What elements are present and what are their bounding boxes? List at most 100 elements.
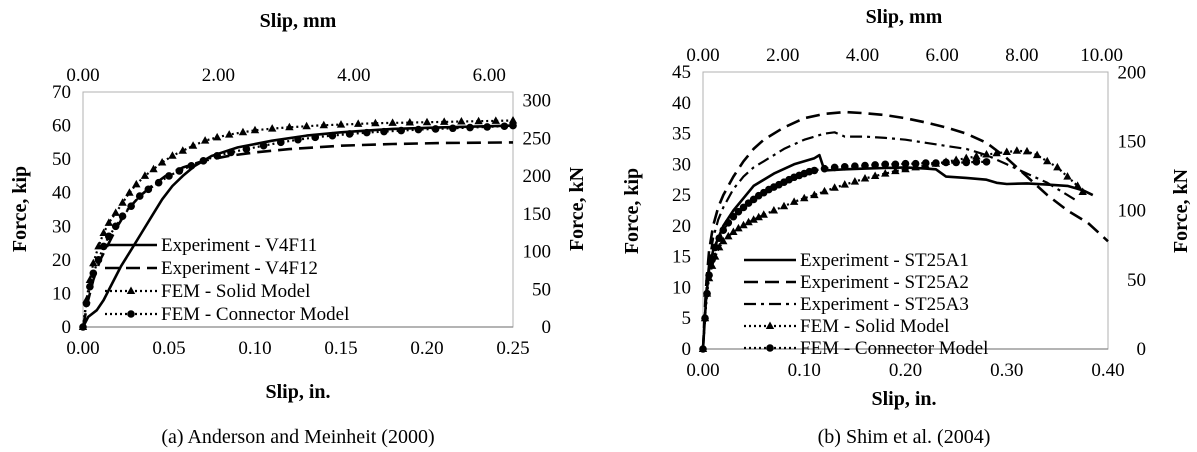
chart-a-top-axis-label: Slip, mm (260, 10, 337, 32)
circle-marker (509, 121, 517, 130)
series-fem-connector-model (79, 121, 517, 331)
triangle-marker (440, 117, 449, 125)
chart-b-y2-tick-labels: 0 50 100 150 200 (1118, 62, 1147, 360)
y-tick-label: 30 (672, 154, 691, 175)
chart-a-x-tick-labels: 0.00 0.05 0.10 0.15 0.20 0.25 (66, 338, 529, 359)
circle-marker (719, 226, 728, 234)
legend-marker (766, 344, 774, 352)
y-tick-label: 10 (52, 283, 71, 304)
y2-tick-label: 250 (523, 128, 552, 149)
triangle-marker (901, 164, 910, 173)
triangle-marker (800, 193, 809, 202)
x2-tick-label: 6.00 (926, 45, 959, 66)
y-tick-label: 0 (682, 339, 692, 360)
triangle-marker (719, 236, 728, 245)
circle-marker (127, 202, 135, 210)
triangle-marker (992, 148, 1001, 157)
chart-b-y-tick-labels: 0 5 10 15 20 25 30 35 40 45 (672, 62, 691, 360)
circle-marker (851, 162, 859, 170)
x-tick-label: 0.10 (788, 360, 821, 381)
x-tick-label: 0.40 (1091, 360, 1124, 381)
triangle-marker (734, 223, 743, 232)
legend-label: Experiment - V4F12 (161, 258, 318, 279)
triangle-marker (850, 177, 860, 185)
y-tick-label: 0 (62, 317, 72, 338)
legend-label: Experiment - V4F11 (161, 235, 317, 256)
chart-b-x2-tick-labels: 0.00 2.00 4.00 6.00 8.00 10.00 (686, 45, 1123, 66)
triangle-marker (302, 121, 311, 130)
triangle-marker (178, 146, 187, 154)
chart-b-x-tick-labels: 0.00 0.10 0.20 0.30 0.40 (686, 360, 1124, 381)
y-tick-label: 25 (672, 185, 691, 206)
circle-marker (810, 166, 819, 175)
triangle-marker (238, 127, 248, 136)
triangle-marker (962, 153, 971, 162)
circle-marker (144, 185, 153, 194)
triangle-marker (1053, 162, 1062, 171)
triangle-marker (457, 117, 466, 125)
triangle-marker (972, 151, 981, 160)
circle-marker (227, 148, 235, 157)
y2-tick-label: 0 (1137, 339, 1147, 360)
chart-b-caption: (b) Shim et al. (2004) (818, 426, 991, 448)
circle-marker (708, 255, 716, 264)
series-experiment-st25a2 (701, 110, 1109, 350)
y2-tick-label: 100 (523, 242, 552, 263)
chart-a-y2-axis-label: Force, kN (566, 166, 588, 251)
chart-a-y-axis-label: Force, kip (9, 166, 31, 252)
x2-tick-label: 8.00 (1005, 45, 1038, 66)
triangle-marker (891, 166, 900, 175)
circle-marker (724, 219, 733, 227)
triangle-marker (759, 210, 768, 218)
circle-marker (294, 135, 302, 144)
legend-label: FEM - Solid Model (800, 316, 949, 337)
triangle-marker (754, 212, 763, 221)
triangle-marker (810, 190, 819, 199)
circle-marker (942, 158, 950, 167)
triangle-marker (140, 171, 150, 179)
triangle-marker (354, 119, 363, 127)
circle-marker (739, 203, 748, 212)
x2-tick-label: 2.00 (766, 45, 799, 66)
triangle-marker (1063, 172, 1072, 180)
y2-tick-label: 200 (1118, 62, 1147, 83)
y-tick-label: 60 (52, 116, 71, 137)
triangle-marker (749, 215, 758, 223)
chart-b-top-axis-label: Slip, mm (866, 6, 943, 28)
circle-marker (89, 269, 98, 278)
x2-tick-label: 6.00 (473, 65, 506, 86)
x-tick-label: 0.15 (324, 338, 357, 359)
series-line (701, 110, 1109, 350)
circle-marker (199, 157, 208, 165)
y-tick-label: 40 (52, 183, 71, 204)
circle-marker (932, 159, 940, 167)
circle-marker (242, 145, 251, 153)
chart-b-x-axis-label: Slip, in. (871, 388, 936, 410)
circle-marker (154, 178, 163, 187)
triangle-marker (881, 169, 890, 177)
circle-marker (830, 163, 839, 172)
triangle-marker (111, 208, 120, 216)
triangle-marker (491, 116, 500, 124)
chart-b: 0.00 0.10 0.20 0.30 0.40 051015202530354045 … (621, 6, 1192, 448)
circle-marker (363, 128, 371, 137)
circle-marker (213, 151, 221, 160)
circle-marker (431, 125, 440, 133)
circle-marker (881, 160, 890, 169)
triangle-marker (707, 261, 717, 269)
circle-marker (972, 158, 981, 166)
circle-marker (483, 123, 492, 131)
y-tick-label: 45 (672, 62, 691, 83)
legend-label: Experiment - ST25A3 (800, 294, 969, 315)
circle-marker (187, 162, 196, 170)
y2-tick-label: 50 (1127, 270, 1146, 291)
triangle-marker (285, 122, 294, 131)
triangle-marker (336, 120, 346, 128)
triangle-marker (779, 201, 789, 210)
circle-marker (111, 222, 120, 231)
circle-marker (840, 162, 849, 171)
triangle-marker (769, 206, 779, 214)
y-tick-label: 10 (672, 277, 691, 298)
x-tick-label: 0.20 (889, 360, 922, 381)
